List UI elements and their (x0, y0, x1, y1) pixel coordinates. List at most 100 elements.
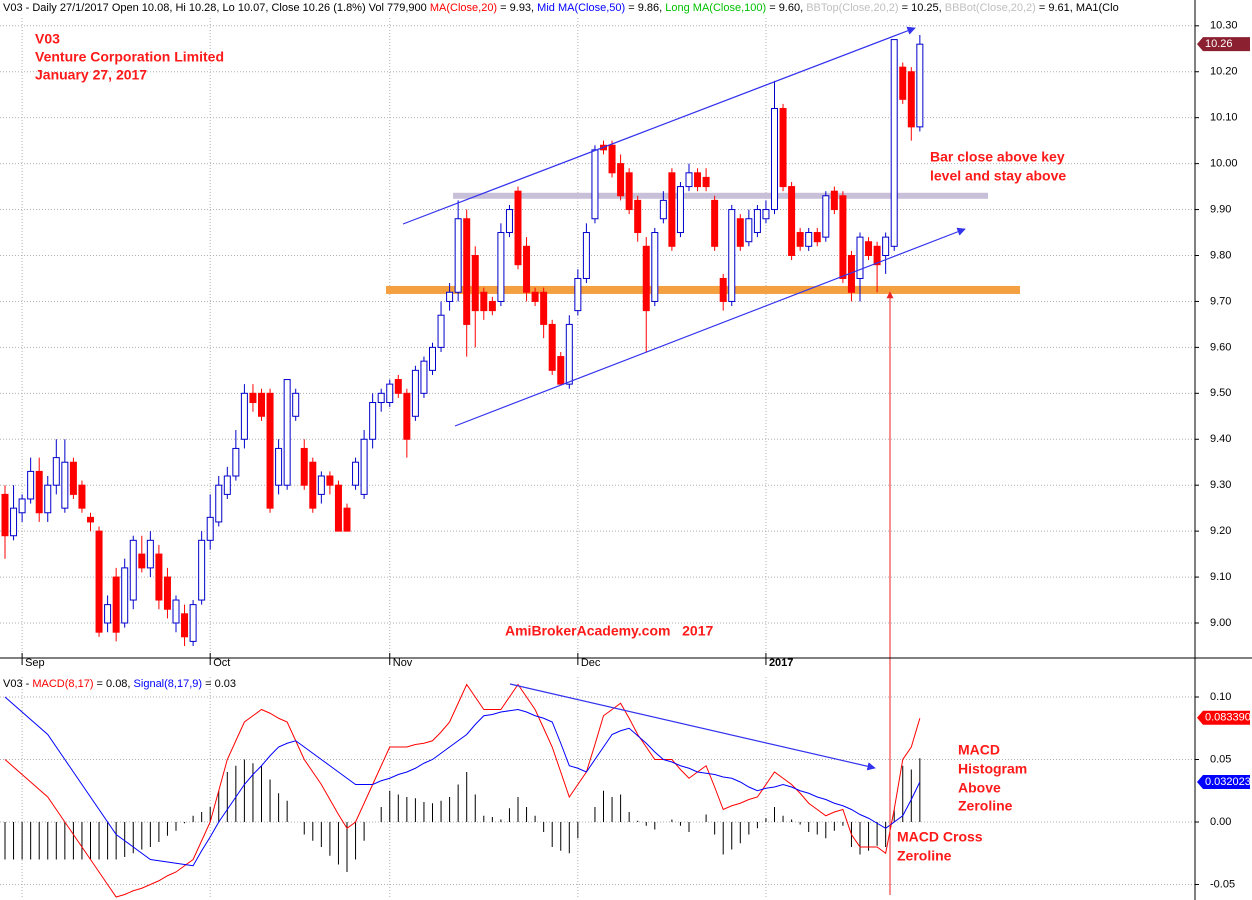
candle-body (446, 291, 454, 302)
candle-body (916, 43, 924, 128)
candle-body (69, 461, 77, 495)
y-tick-label: 10.10 (1210, 112, 1238, 124)
y-tick-label: 9.60 (1210, 341, 1231, 353)
candle-body (651, 232, 659, 302)
x-tick-label: Sep (25, 657, 45, 669)
candle-body (830, 190, 838, 211)
header-segment: Mid MA(Close,50) (537, 2, 625, 14)
candle-body (403, 392, 411, 440)
candle-body (463, 218, 471, 325)
candle-body (172, 599, 180, 624)
value-tag: 0.083390 (1205, 712, 1251, 724)
x-tick-label: Dec (581, 657, 601, 669)
note: Bar close above key (930, 149, 1065, 165)
y-tick-label: 9.20 (1210, 525, 1231, 537)
candle-body (61, 461, 69, 509)
candle-body (87, 516, 94, 523)
candle-body (317, 475, 325, 495)
y-tick-label: 9.50 (1210, 387, 1231, 399)
header-segment: = 10.25, (899, 2, 945, 14)
value-tag: 10.26 (1205, 38, 1233, 50)
candle-body (163, 576, 171, 610)
candle-body (685, 172, 693, 188)
title-line: January 27, 2017 (35, 67, 147, 83)
note: MACD (958, 742, 1000, 758)
candle-body (702, 176, 710, 188)
y-tick-label: 10.30 (1210, 20, 1238, 32)
plot-layer: 9.00 9.10 9.20 9.30 9.40 9.50 9.60 9.70 9.80 9.90… (0, 18, 1251, 899)
candle-body (557, 356, 565, 385)
channel-lower (454, 227, 966, 427)
candle-body (523, 245, 531, 293)
note: MACD Cross (897, 829, 983, 845)
candle-body (454, 218, 462, 293)
candle-body (300, 447, 308, 486)
candle-body (608, 144, 616, 174)
candle-body (890, 39, 898, 247)
y-tick-label: 0.10 (1210, 691, 1231, 703)
y-tick-label: 9.00 (1210, 617, 1231, 629)
header-segment: = 9.93, (497, 2, 537, 14)
candle-body (343, 507, 351, 532)
candle-body (771, 107, 778, 211)
y-tick-label: 9.90 (1210, 203, 1231, 215)
candle-body (411, 369, 419, 417)
candle-body (540, 291, 548, 325)
note: Zeroline (958, 798, 1013, 814)
candle-body (266, 392, 274, 509)
note: Histogram (958, 761, 1027, 777)
y-tick-label: 9.30 (1210, 479, 1231, 491)
candle-body (873, 245, 881, 266)
candle-body (386, 383, 394, 404)
candle-body (617, 163, 625, 197)
y-tick-label: 0.00 (1210, 816, 1231, 828)
value-tag-bg (1197, 710, 1250, 725)
header-segment: BBTop(Close,20,2) (806, 2, 898, 14)
candle-body (907, 71, 915, 128)
candle-body (1, 493, 9, 537)
candle-body (394, 379, 402, 394)
y-tick-label: 9.70 (1210, 295, 1231, 307)
header-segment: = 9.60, (766, 2, 806, 14)
key-level (386, 285, 1020, 294)
header-segment: MA(Close,20) (430, 2, 497, 14)
candle-body (146, 539, 154, 569)
candle-body (762, 209, 770, 220)
header-segment: = 9.61, MA1(Clo (1036, 2, 1119, 14)
candle-body (121, 567, 129, 624)
note: level and stay above (930, 168, 1066, 184)
candle-body (206, 516, 214, 541)
header-segment: V03 - Daily 27/1/2017 Open 10.08, Hi 10.… (3, 2, 430, 14)
candle-body (104, 604, 112, 624)
candle-body (258, 392, 265, 417)
candle-body (429, 346, 436, 371)
macd-header: V03 - MACD(8,17) = 0.08, Signal(8,17,9) … (3, 678, 236, 690)
title-line: V03 (35, 31, 60, 47)
candle-body (377, 392, 385, 404)
candle-body (805, 232, 813, 247)
candle-body (856, 236, 864, 279)
candle-body (668, 172, 676, 247)
candle-body (437, 314, 445, 348)
value-tag: 0.032023 (1205, 776, 1251, 788)
channel-upper (402, 26, 916, 225)
candle-body (497, 232, 505, 302)
legend-signal: Signal(8,17,9) (134, 678, 203, 690)
legend-macd: MACD(8,17) (32, 678, 93, 690)
y-tick-label: 9.80 (1210, 249, 1231, 261)
candle-body (634, 199, 642, 234)
candle-body (548, 323, 556, 371)
candle-body (711, 199, 719, 247)
candle-body (240, 392, 248, 440)
candle-body (882, 236, 890, 257)
candle-body (129, 539, 137, 601)
candle-body (574, 277, 582, 312)
channel (402, 26, 966, 895)
candle-body (813, 232, 821, 243)
macd-line (4, 683, 921, 898)
candle-body (480, 291, 488, 312)
candle-body (694, 172, 702, 188)
header-segment: = 9.86, (625, 2, 665, 14)
header-text: V03 - (3, 678, 32, 690)
